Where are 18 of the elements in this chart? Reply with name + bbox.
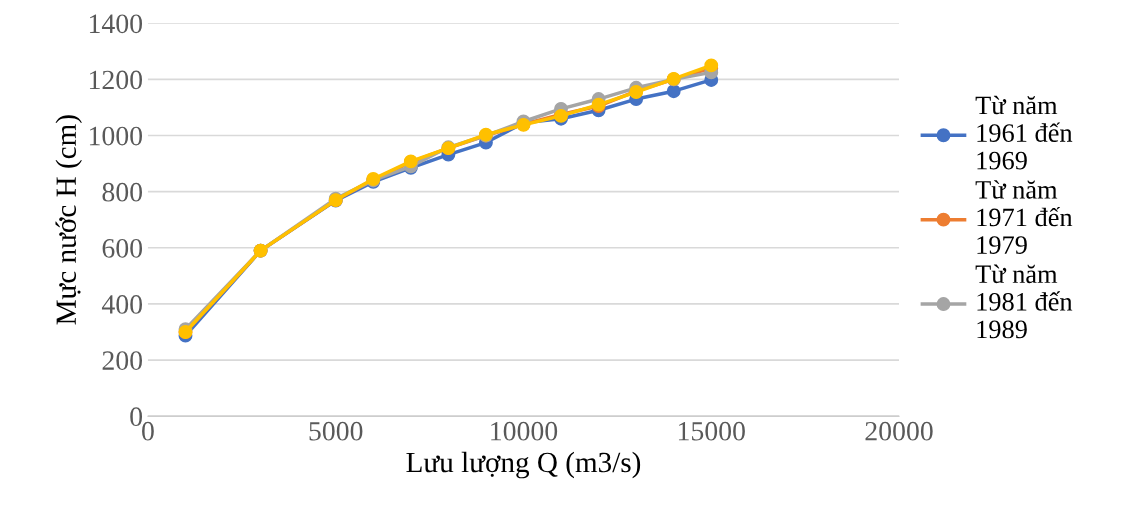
y-tick-label: 0 [130, 407, 143, 427]
legend-label: Từ năm 1961 đến 1969 [975, 95, 1073, 170]
legend-label: Từ năm 1971 đến 1979 [975, 180, 1073, 254]
y-tick-label: 1000 [89, 126, 143, 146]
y-tick-label: 400 [101, 295, 143, 314]
y-tick-label: 1400 [89, 14, 143, 34]
x-tick-label: 20000 [865, 421, 933, 441]
y-axis-title: Mực nước H (cm) [55, 115, 82, 325]
point [666, 84, 681, 99]
y-tick-label: 800 [102, 182, 143, 202]
x-tick-label: 15000 [678, 421, 745, 441]
legend-label: Từ năm 1981 đến 1989 [975, 264, 1073, 339]
x-tick-label: 10000 [491, 421, 558, 441]
x-tick-label: 5000 [309, 421, 363, 441]
y-tick-label: 1200 [89, 70, 143, 90]
y-tick-label: 600 [102, 238, 143, 258]
x-axis-title: Lưu lượng Q (m3/s) [406, 451, 641, 479]
y-tick-label: 200 [102, 351, 143, 370]
